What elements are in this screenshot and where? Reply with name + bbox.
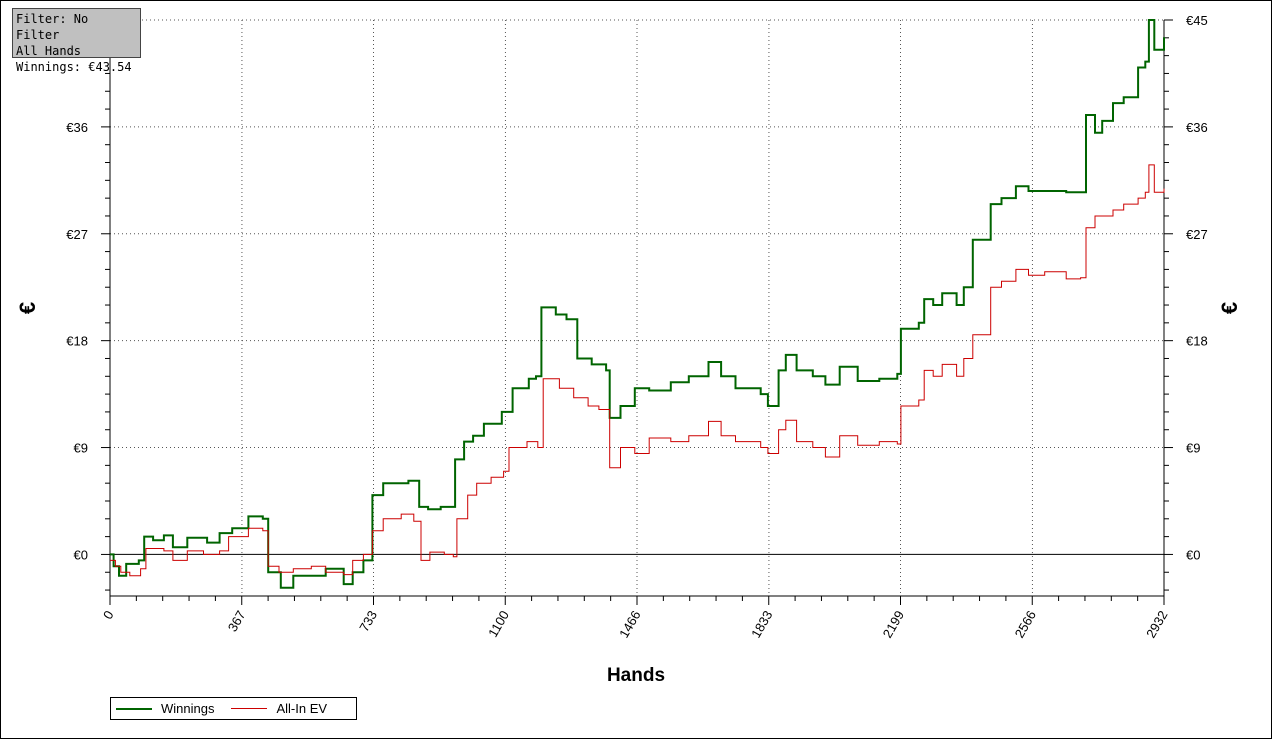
y-tick-label-left: €36 [66, 120, 88, 135]
tick-marks [101, 19, 1173, 605]
x-tick-label: 2566 [1012, 608, 1039, 641]
legend-item-allin-ev: All-In EV [231, 701, 327, 716]
x-tick-label: 1100 [485, 608, 512, 640]
legend: Winnings All-In EV [110, 697, 357, 720]
info-box: Filter: No Filter All Hands Winnings: €4… [12, 8, 141, 74]
hands-text: All Hands [16, 44, 82, 58]
winnings-text: Winnings: €43.54 [16, 60, 132, 74]
legend-swatch-allin-ev [231, 708, 268, 709]
x-tick-label: 1833 [748, 608, 775, 641]
y-tick-label-right: €18 [1186, 334, 1208, 349]
series-line-winnings [110, 19, 1165, 589]
y-tick-label-right: €0 [1186, 547, 1200, 562]
grid-lines [110, 19, 1164, 596]
y-tick-labels-left: €0 €9 €18 €27 €36 [66, 120, 88, 563]
legend-item-winnings: Winnings [116, 701, 214, 716]
y-tick-labels-right: €0 €9 €18 €27 €36 €45 [1186, 13, 1208, 562]
x-tick-label: 1466 [616, 608, 643, 641]
y-axis-label-left: € [15, 302, 40, 314]
x-axis-label: Hands [607, 665, 665, 686]
y-tick-label-left: €18 [66, 334, 88, 349]
x-tick-label: 0 [100, 608, 117, 622]
x-tick-labels: 0 367 733 1100 1466 1833 2199 2566 2932 [100, 608, 1171, 641]
y-tick-label-left: €27 [66, 227, 88, 242]
y-axis-label-right: € [1217, 302, 1242, 314]
series-lines [110, 19, 1165, 589]
y-tick-label-left: €0 [74, 547, 88, 562]
y-tick-label-right: €27 [1186, 227, 1208, 242]
y-tick-label-right: €9 [1186, 441, 1200, 456]
x-tick-label: 2199 [880, 608, 907, 641]
y-tick-label-left: €9 [74, 441, 88, 456]
filter-text: Filter: No Filter [16, 12, 89, 42]
y-tick-label-right: €45 [1186, 13, 1208, 28]
legend-label-winnings: Winnings [161, 701, 215, 716]
series-line-allin-ev [110, 164, 1165, 577]
legend-swatch-winnings [116, 707, 152, 710]
y-tick-label-right: €36 [1186, 120, 1208, 135]
x-tick-label: 367 [225, 608, 249, 634]
x-tick-label: 2932 [1143, 608, 1170, 641]
x-tick-label: 733 [356, 608, 380, 634]
legend-label-allin-ev: All-In EV [276, 701, 328, 716]
